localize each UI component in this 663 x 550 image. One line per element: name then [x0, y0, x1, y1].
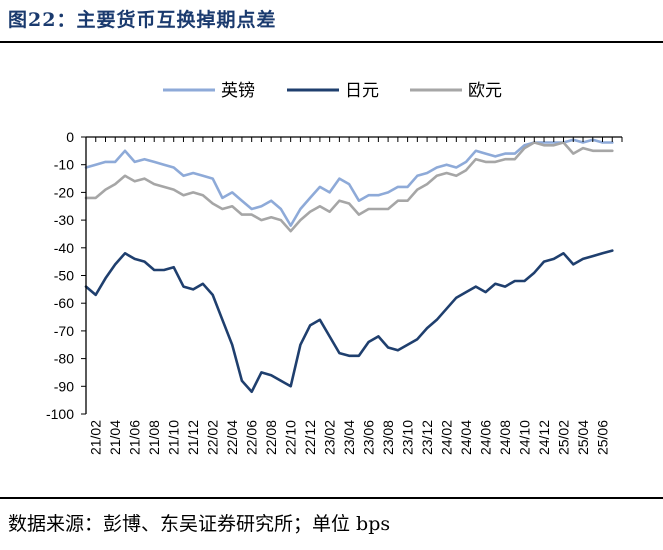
x-tick-label: 21/02	[88, 420, 104, 455]
y-tick-label: -30	[54, 212, 74, 228]
series-line-0	[84, 138, 614, 227]
y-tick-label: -90	[54, 378, 74, 394]
x-tick-label: 22/12	[302, 420, 318, 455]
legend-label-0: 英镑	[221, 81, 255, 101]
x-tick-label: 24/02	[439, 420, 455, 455]
x-tick-label: 25/06	[595, 420, 611, 455]
x-tick-label: 24/04	[458, 420, 474, 455]
x-tick-label: 21/08	[146, 420, 162, 455]
x-tick-label: 22/08	[263, 420, 279, 455]
series-line-2	[84, 141, 614, 233]
series-layer	[84, 138, 614, 394]
x-tick-label: 24/10	[517, 420, 533, 455]
bottom-rule	[0, 497, 663, 499]
x-tick-label: 21/10	[166, 420, 182, 455]
x-tick-label: 23/08	[380, 420, 396, 455]
legend-label-1: 日元	[345, 81, 379, 101]
chart-legend: 英镑 日元 欧元	[163, 81, 502, 101]
legend-label-2: 欧元	[468, 81, 502, 101]
y-tick-label: -100	[46, 406, 74, 422]
x-tick-label: 23/02	[322, 420, 338, 455]
source-note: 数据来源：彭博、东吴证券研究所；单位 bps	[8, 513, 391, 535]
x-tick-label: 24/06	[478, 420, 494, 455]
top-rule	[0, 41, 663, 43]
y-tick-label: -40	[54, 240, 74, 256]
y-tick-label: -10	[54, 157, 74, 173]
x-tick-label: 22/06	[244, 420, 260, 455]
x-tick-label: 24/08	[497, 420, 513, 455]
x-tick-label: 22/10	[283, 420, 299, 455]
x-tick-label: 23/10	[400, 420, 416, 455]
x-tick-label: 23/12	[419, 420, 435, 455]
y-tick-label: -50	[54, 268, 74, 284]
figure-title: 图22：主要货币互换掉期点差	[8, 9, 277, 31]
x-tick-label: 21/04	[107, 420, 123, 455]
y-tick-label: -20	[54, 184, 74, 200]
chart: 英镑 日元 欧元 0 -10 -20 -30 -40 -50 -60 -70 -80 -90 -100 2…	[46, 81, 623, 455]
x-tick-label: 25/02	[556, 420, 572, 455]
x-tick-label: 22/02	[205, 420, 221, 455]
x-tick-label: 25/04	[575, 420, 591, 455]
series-line-1	[84, 249, 614, 394]
x-tick-label: 23/06	[361, 420, 377, 455]
x-tick-label: 22/04	[224, 420, 240, 455]
y-tick-label: -70	[54, 323, 74, 339]
y-tick-label: -60	[54, 295, 74, 311]
x-tick-label: 23/04	[341, 420, 357, 455]
x-tick-label: 24/12	[536, 420, 552, 455]
y-tick-label: -80	[54, 351, 74, 367]
y-tick-label: 0	[66, 129, 74, 145]
x-tick-label: 21/12	[185, 420, 201, 455]
x-tick-label: 21/06	[127, 420, 143, 455]
